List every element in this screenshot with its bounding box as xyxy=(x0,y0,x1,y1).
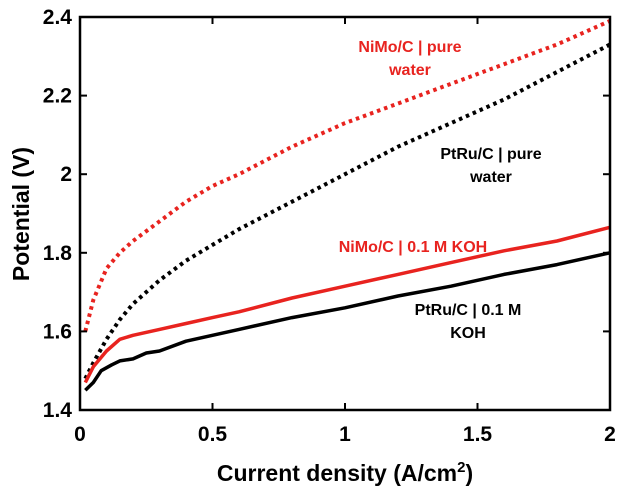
x-axis-title-end: ) xyxy=(465,460,473,486)
x-tick-label: 0 xyxy=(74,423,86,446)
series-label-nimo-c-0-1-m-koh: NiMo/C | 0.1 M KOH xyxy=(339,239,487,256)
x-tick-label: 1.5 xyxy=(463,423,493,446)
series-label-ptru-c-0-1-m-koh: KOH xyxy=(450,325,486,342)
plot-lines xyxy=(83,19,611,392)
series-label-nimo-c-pure-water: water xyxy=(388,62,431,79)
x-axis-title-main: Current density (A/cm xyxy=(217,460,457,486)
y-tick-label: 2.4 xyxy=(43,6,73,29)
y-tick-label: 1.6 xyxy=(43,320,72,343)
x-tick-label: 2 xyxy=(604,423,616,446)
series-line-ptru-c-0-1-m-koh xyxy=(84,251,611,392)
series-label-ptru-c-pure-water: water xyxy=(469,169,512,186)
y-axis-ticks: 1.4 1.6 1.8 2 2.2 2.4 xyxy=(43,6,610,422)
series-label-nimo-c-pure-water: NiMo/C | pure xyxy=(358,39,461,56)
y-tick-label: 1.4 xyxy=(43,399,73,422)
series-line-nimo-c-0-1-m-koh xyxy=(83,225,611,384)
series-label-ptru-c-0-1-m-koh: PtRu/C | 0.1 M xyxy=(415,302,522,319)
x-axis-title: Current density (A/cm2) xyxy=(217,459,473,486)
y-tick-label: 2.2 xyxy=(43,85,72,108)
series-label-ptru-c-pure-water: PtRu/C | pure xyxy=(440,146,541,163)
series-line-ptru-c-pure-water xyxy=(83,42,611,380)
x-tick-label: 0.5 xyxy=(198,423,228,446)
series-annotations: NiMo/C | pure water PtRu/C | pure water NiMo… xyxy=(339,39,542,342)
x-axis-ticks: 0 0.5 1 1.5 2 xyxy=(74,17,616,446)
series-line-nimo-c-pure-water xyxy=(83,19,611,332)
y-axis-title: Potential (V) xyxy=(8,147,34,281)
y-tick-label: 2 xyxy=(60,163,72,186)
x-tick-label: 1 xyxy=(339,423,351,446)
y-tick-label: 1.8 xyxy=(43,242,73,265)
x-axis-title-superscript: 2 xyxy=(457,459,465,476)
